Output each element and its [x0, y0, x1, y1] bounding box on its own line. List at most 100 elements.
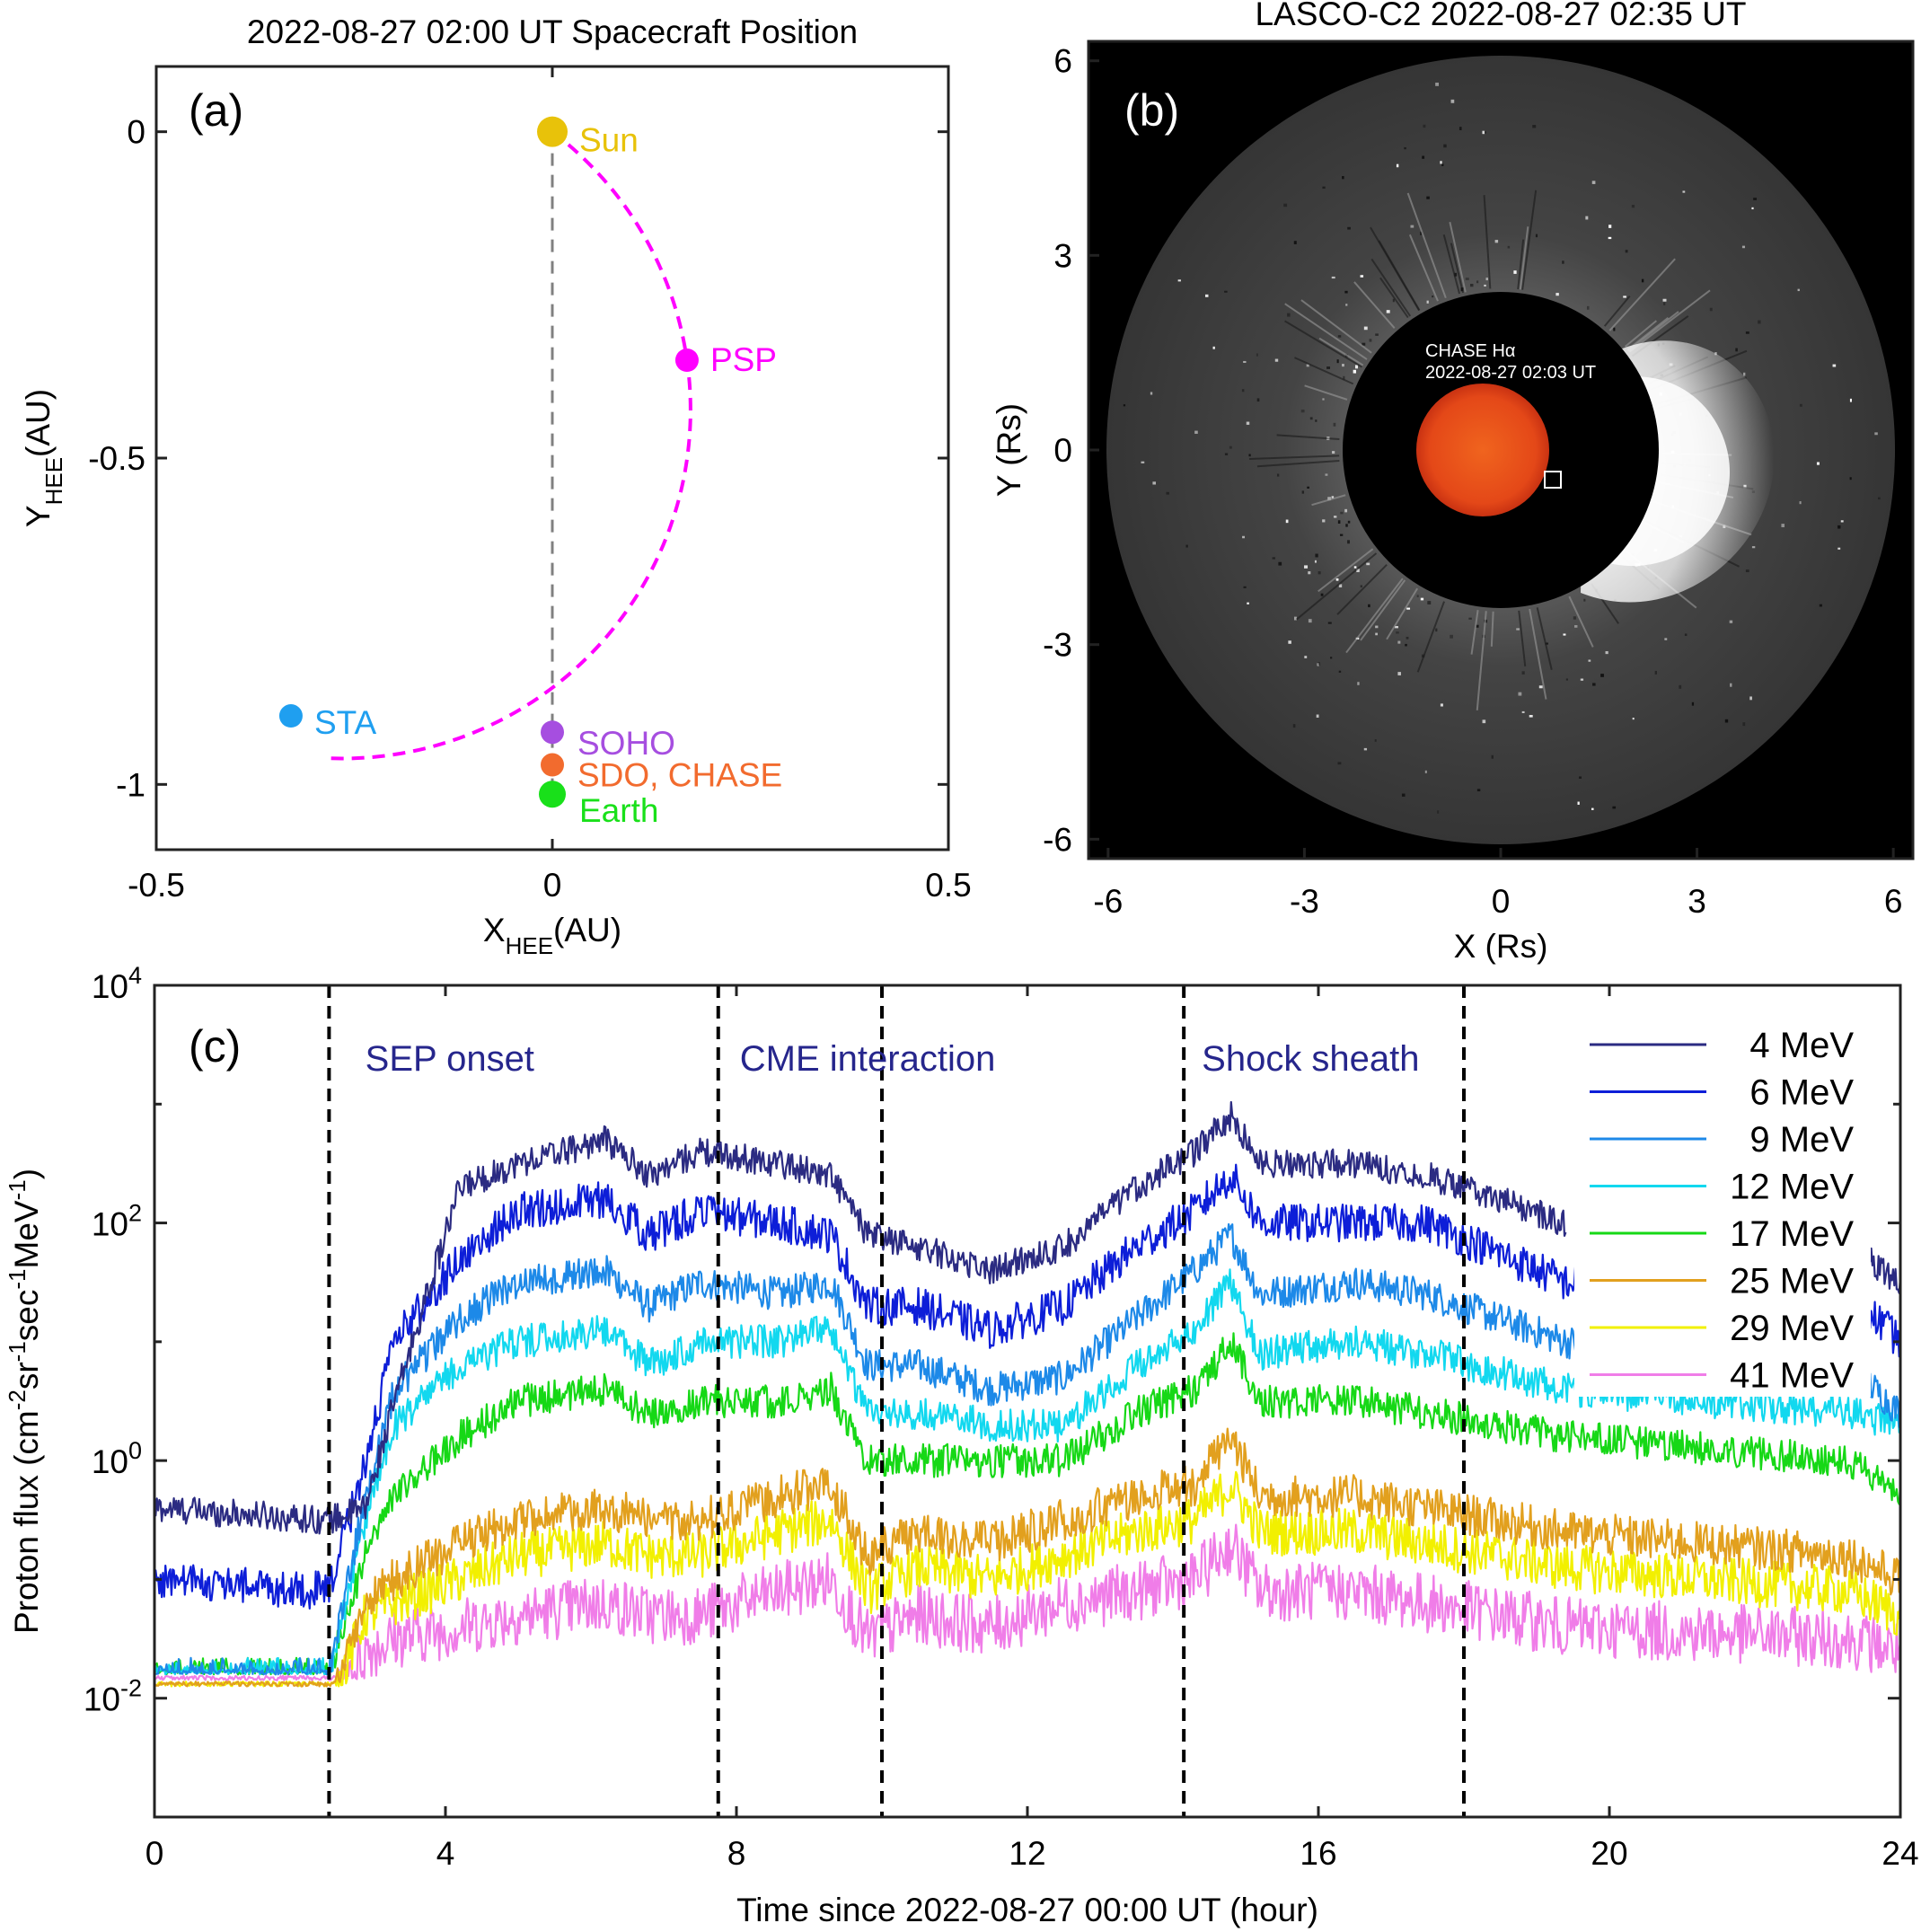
corona-speckle: [1336, 359, 1339, 364]
corona-speckle: [1422, 155, 1425, 159]
corona-speckle: [1729, 620, 1733, 623]
corona-speckle: [1631, 204, 1635, 208]
corona-speckle: [1308, 571, 1311, 575]
corona-speckle: [1654, 670, 1657, 675]
corona-speckle: [1397, 640, 1401, 644]
x-tick-label: 4: [436, 1835, 455, 1872]
corona-speckle: [1356, 569, 1360, 572]
spacecraft-marker-earth: [539, 781, 566, 808]
corona-speckle: [1535, 234, 1538, 238]
coronal-streamer-ray: [1529, 608, 1547, 700]
corona-speckle: [1435, 628, 1438, 632]
coronal-streamer-ray: [1311, 494, 1346, 507]
corona-speckle: [1623, 296, 1626, 298]
coronal-streamer-ray: [1519, 226, 1529, 290]
corona-speckle: [1450, 634, 1453, 639]
chase-inset-time: 2022-08-27 02:03 UT: [1425, 363, 1596, 383]
corona-speckle: [1441, 163, 1444, 166]
corona-speckle: [1459, 127, 1462, 130]
corona-speckle: [1318, 571, 1321, 575]
corona-speckle: [1276, 473, 1280, 477]
corona-speckle: [1440, 703, 1443, 707]
x-tick-label: 0: [1492, 883, 1511, 920]
corona-speckle: [1150, 392, 1153, 395]
corona-speckle: [1288, 640, 1291, 644]
corona-speckle: [1354, 365, 1359, 369]
corona-speckle: [1605, 650, 1608, 655]
corona-speckle: [1331, 496, 1335, 498]
corona-speckle: [1337, 762, 1342, 765]
corona-speckle: [1799, 403, 1802, 407]
corona-speckle: [1849, 477, 1852, 481]
panel-c-xlabel: Time since 2022-08-27 00:00 UT (hour): [736, 1892, 1318, 1928]
chase-inset-title: CHASE Hα: [1425, 341, 1515, 361]
corona-speckle: [1749, 696, 1752, 701]
corona-speckle: [1751, 207, 1754, 210]
x-tick-label: 8: [727, 1835, 746, 1872]
corona-speckle: [1375, 632, 1378, 636]
panel-c-label: (c): [189, 1021, 241, 1072]
corona-speckle: [1427, 601, 1432, 604]
y-tick-label: 0: [1053, 432, 1072, 469]
corona-speckle: [1347, 520, 1351, 524]
coronal-streamer-ray: [1284, 320, 1362, 368]
corona-speckle: [1247, 602, 1249, 604]
corona-speckle: [1555, 293, 1559, 296]
active-region-box: [1544, 471, 1562, 489]
corona-speckle: [1327, 622, 1332, 624]
y-tick-label: 104: [92, 962, 142, 1005]
panel-b-ylabel: Y (Rs): [991, 403, 1027, 497]
corona-speckle: [1243, 586, 1247, 588]
corona-speckle: [1317, 663, 1319, 666]
psp-orbit-path: [330, 130, 692, 761]
corona-speckle: [1608, 225, 1612, 228]
panel-a-xlabel: XHEE(AU): [483, 912, 621, 959]
corona-speckle: [1465, 278, 1469, 280]
corona-speckle: [1353, 566, 1357, 569]
corona-speckle: [1745, 569, 1749, 573]
corona-speckle: [1322, 186, 1326, 190]
corona-speckle: [1724, 719, 1729, 723]
spacecraft-label-sta: STA: [314, 704, 377, 741]
corona-speckle: [1435, 82, 1440, 86]
corona-speckle: [1283, 203, 1288, 207]
coronal-streamer-ray: [1521, 190, 1538, 290]
coronal-streamer-ray: [1345, 578, 1404, 654]
coronal-streamer-ray: [1386, 587, 1419, 640]
corona-speckle: [1397, 672, 1401, 675]
corona-speckle: [1342, 364, 1344, 367]
corona-speckle: [1662, 298, 1667, 302]
corona-speckle: [1294, 616, 1297, 621]
corona-speckle: [1516, 628, 1520, 631]
corona-speckle: [1424, 770, 1427, 773]
corona-speckle: [1476, 624, 1479, 628]
corona-speckle: [1545, 642, 1548, 645]
coronal-streamer-ray: [1483, 195, 1492, 289]
corona-speckle: [1625, 250, 1628, 253]
coronal-streamer-ray: [1276, 434, 1340, 441]
corona-speckle: [1518, 692, 1522, 696]
corona-speckle: [1532, 125, 1537, 128]
corona-speckle: [1588, 659, 1591, 662]
corona-speckle: [1491, 754, 1494, 759]
corona-speckle: [1432, 296, 1434, 298]
corona-speckle: [1343, 375, 1345, 380]
y-tick-label: 102: [92, 1200, 142, 1243]
corona-speckle: [1204, 294, 1209, 297]
y-tick-label: -1: [116, 766, 145, 803]
phase-annotation: SEP onset: [366, 1039, 534, 1079]
corona-speckle: [1410, 225, 1414, 228]
coronal-streamer-ray: [1379, 277, 1409, 319]
corona-speckle: [1309, 417, 1313, 420]
corona-speckle: [1248, 454, 1251, 457]
corona-speckle: [1404, 146, 1406, 150]
corona-speckle: [1363, 326, 1368, 331]
corona-speckle: [1426, 300, 1429, 304]
panel-c-proton-flux: 0 4 8 12 16 20 24 104 102 100 10-2 SEP onset CME in…: [4, 962, 1919, 1928]
corona-speckle: [1338, 584, 1343, 588]
corona-speckle: [1357, 682, 1360, 685]
x-tick-label: 0: [543, 867, 562, 904]
corona-speckle: [1468, 617, 1472, 620]
corona-speckle: [1797, 288, 1800, 292]
corona-speckle: [1837, 547, 1841, 550]
